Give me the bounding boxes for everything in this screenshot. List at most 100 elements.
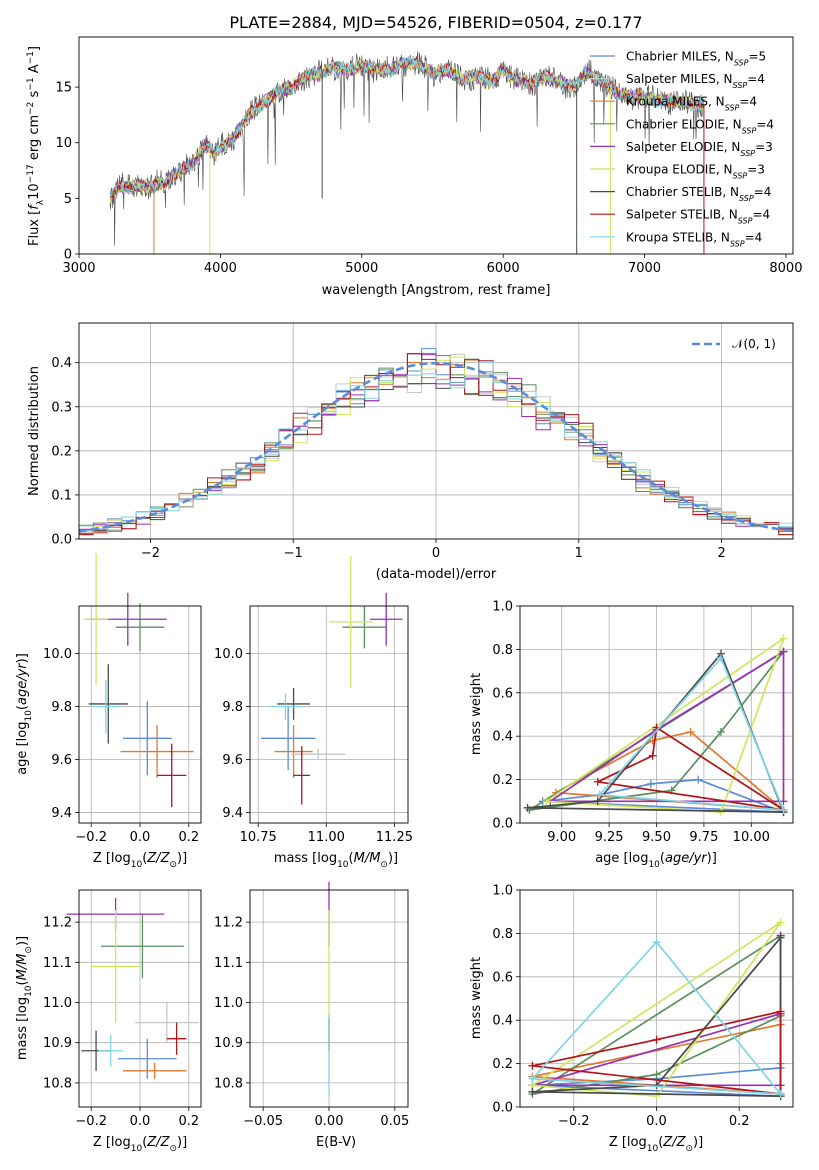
- weight-line-5: [531, 921, 782, 1098]
- weight-marker: [593, 797, 602, 806]
- mass-vs-EBV-frame: [249, 889, 409, 1108]
- weight-marker: [776, 918, 785, 927]
- weight-marker: [648, 751, 657, 760]
- mass-vs-EBV-xlabel: E(B-V): [316, 1135, 356, 1150]
- x-tick-label: 4000: [204, 261, 237, 276]
- y-tick-label: 11.2: [214, 916, 243, 931]
- x-tick-label: 0.2: [729, 1114, 750, 1129]
- gaussian-legend-label: 𝒩(0, 1): [732, 337, 776, 351]
- legend-text: Chabrier MILES, N: [626, 50, 734, 64]
- legend-text: Salpeter MILES, N: [626, 72, 733, 86]
- y-tick-label: 10.9: [43, 1036, 72, 1051]
- label-part: )]: [388, 851, 398, 866]
- y-tick-label: 0.1: [51, 488, 72, 503]
- legend-value: =4: [756, 117, 774, 131]
- label-part: mass [log: [15, 997, 30, 1060]
- x-tick-label: 0.2: [178, 1114, 199, 1129]
- label-part: (: [15, 980, 30, 985]
- y-tick-label: 0.8: [492, 927, 513, 942]
- label-part: Z [log: [93, 1135, 131, 1150]
- legend-entry: Chabrier ELODIE, NSSP=4: [626, 117, 774, 135]
- y-tick-label: 9.6: [222, 753, 243, 768]
- label-part: 10: [647, 1144, 659, 1154]
- label-part: ⊙: [685, 1144, 693, 1154]
- y-tick-label: 5: [64, 192, 72, 207]
- y-tick-label: 0.4: [51, 356, 72, 371]
- y-tick-label: 11.2: [43, 916, 72, 931]
- x-tick-label: 0.0: [130, 1114, 151, 1129]
- weight-marker: [646, 779, 655, 788]
- y-tick-label: 0.2: [492, 773, 513, 788]
- x-tick-label: 2: [717, 546, 725, 561]
- age-vs-Z-xlabel: Z [log10(Z/Z⊙)]: [93, 851, 187, 870]
- x-tick-label: 10.75: [240, 830, 277, 845]
- weight-marker: [528, 1061, 537, 1070]
- label-part: )]: [177, 851, 187, 866]
- label-part: (: [15, 705, 30, 710]
- legend-entry: Salpeter MILES, NSSP=4: [626, 72, 765, 90]
- legend-sub: SSP: [734, 58, 749, 67]
- mass-vs-Z-xlabel: Z [log10(Z/Z⊙)]: [93, 1135, 187, 1154]
- weight-marker: [593, 777, 602, 786]
- label-part: )]: [177, 1135, 187, 1150]
- x-tick-label: 0.00: [315, 1114, 344, 1129]
- legend-sub: SSP: [742, 126, 757, 135]
- legend-value: =5: [748, 50, 766, 64]
- weight-marker: [528, 1074, 537, 1083]
- label-part: age/yr: [665, 851, 708, 866]
- y-tick-label: 10.9: [214, 1036, 243, 1051]
- legend-entry: Salpeter STELIB, NSSP=4: [626, 208, 770, 226]
- y-tick-label: 0.8: [492, 643, 513, 658]
- x-tick-label: −0.2: [75, 830, 107, 845]
- weight-marker: [779, 805, 788, 814]
- age-vs-mass-points: [260, 555, 403, 805]
- weight-marker: [595, 790, 604, 799]
- weight-marker: [694, 775, 703, 784]
- label-part: M/M: [354, 851, 381, 866]
- legend-value: =4: [754, 185, 772, 199]
- weight-marker: [523, 803, 532, 812]
- legend-sub: SSP: [730, 239, 745, 248]
- label-part: −2: [26, 102, 36, 115]
- label-part: Z/Z: [146, 851, 170, 866]
- label-part: s: [27, 90, 42, 101]
- weight-marker: [652, 1035, 661, 1044]
- weight-vs-age-ylabel: mass weight: [469, 673, 484, 755]
- label-part: ⊙: [169, 1144, 177, 1154]
- x-tick-label: 0.0: [646, 1114, 667, 1129]
- legend-text: Kroupa STELIB, N: [626, 230, 730, 244]
- weight-marker: [542, 797, 551, 806]
- mass-vs-Z-points: [66, 898, 199, 1079]
- label-part: −17: [26, 164, 36, 183]
- weight-line-8: [598, 657, 785, 811]
- y-tick-label: 0.4: [492, 730, 513, 745]
- y-tick-label: 10.8: [214, 1076, 243, 1091]
- legend-text: Kroupa MILES, N: [626, 95, 725, 109]
- y-tick-label: 15: [55, 81, 72, 96]
- weight-marker: [776, 933, 785, 942]
- weight-marker: [686, 727, 695, 736]
- label-part: (: [349, 851, 354, 866]
- x-tick-label: 0.05: [380, 1114, 409, 1129]
- label-part: −1: [26, 77, 36, 90]
- label-part: Z [log: [609, 1135, 647, 1150]
- legend-value: =3: [747, 163, 765, 177]
- y-tick-label: 0.6: [492, 686, 513, 701]
- y-tick-label: 0: [64, 248, 72, 263]
- spectrum-frame: [78, 36, 794, 255]
- label-part: )]: [693, 1135, 703, 1150]
- weight-marker: [779, 647, 788, 656]
- x-tick-label: 8000: [769, 261, 802, 276]
- legend-sub: SSP: [733, 81, 748, 90]
- label-part: )]: [15, 653, 30, 663]
- legend-sub: SSP: [738, 216, 753, 225]
- label-part: age [log: [595, 851, 648, 866]
- x-tick-label: 6000: [487, 261, 520, 276]
- label-part: Z [log: [93, 851, 131, 866]
- y-tick-label: 0.2: [51, 444, 72, 459]
- y-tick-label: 11.1: [214, 956, 243, 971]
- x-tick-label: −0.2: [558, 1114, 590, 1129]
- y-tick-label: 11.0: [43, 996, 72, 1011]
- weight-marker: [652, 1081, 661, 1090]
- spectrum-xlabel: wavelength [Angstrom, rest frame]: [322, 283, 551, 298]
